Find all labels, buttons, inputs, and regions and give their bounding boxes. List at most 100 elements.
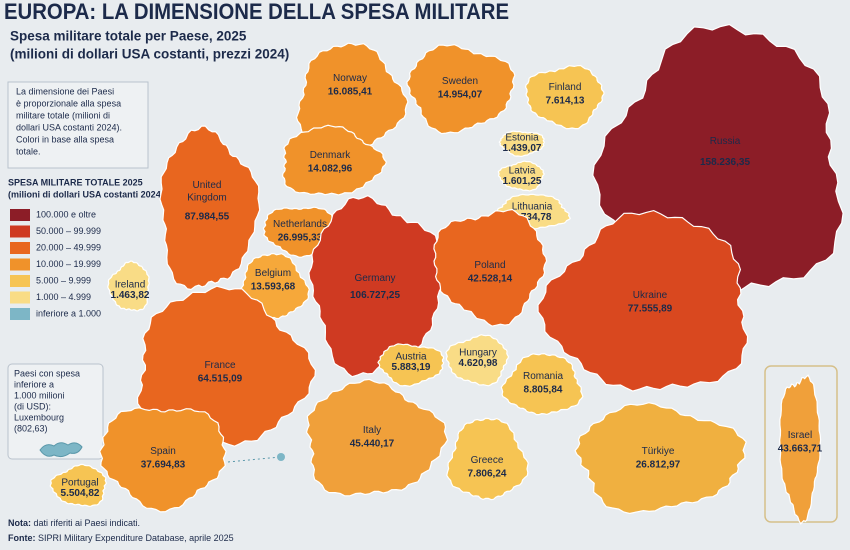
country-value: 42.528,14 bbox=[468, 273, 513, 284]
country-value: 1.439,07 bbox=[503, 143, 542, 154]
country-name: Denmark bbox=[310, 150, 352, 161]
country-value: 14.082,96 bbox=[308, 163, 353, 174]
country-shape bbox=[433, 208, 548, 327]
small-box-line: inferiore a bbox=[14, 379, 54, 389]
country-value: 45.440,17 bbox=[350, 438, 395, 449]
country: Denmark 14.082,96 bbox=[281, 124, 387, 196]
country-shape bbox=[537, 209, 749, 392]
country-name: Estonia bbox=[505, 132, 539, 143]
country: France 64.515,09 bbox=[136, 285, 317, 447]
country-shape bbox=[406, 43, 516, 135]
country-value: 13.593,68 bbox=[251, 281, 296, 292]
info-line: totale. bbox=[16, 146, 41, 156]
country-value: 1.463,82 bbox=[111, 290, 150, 301]
country-shape bbox=[574, 402, 747, 515]
legend-label: 5.000 – 9.999 bbox=[36, 275, 91, 285]
info-line: militare totale (milioni di bbox=[16, 110, 110, 120]
country-value: 1.601,25 bbox=[503, 176, 542, 187]
country-name: Spain bbox=[150, 446, 176, 457]
country-value: 7.806,24 bbox=[468, 468, 507, 479]
country: United Kingdom 87.984,55 bbox=[159, 125, 261, 291]
legend-swatch bbox=[10, 308, 30, 320]
country: Italy 45.440,17 bbox=[305, 378, 449, 497]
info-line: è proporzionale alla spesa bbox=[16, 98, 121, 108]
small-box-line: Luxembourg bbox=[14, 412, 64, 422]
small-countries-box bbox=[7, 363, 104, 460]
country-name: Greece bbox=[471, 455, 504, 466]
country: Israel 43.663,71 bbox=[778, 374, 823, 525]
country-name: Austria bbox=[395, 351, 427, 362]
luxembourg-connector bbox=[227, 456, 281, 463]
country: Norway 16.085,41 bbox=[295, 42, 409, 151]
legend-title: (milioni di dollari USA costanti 2024) bbox=[8, 189, 164, 199]
country-shape bbox=[497, 160, 545, 192]
country-value: 43.663,71 bbox=[778, 443, 823, 454]
country: Spain 37.694,83 bbox=[99, 407, 227, 513]
country: Finland 7.614,13 bbox=[524, 64, 605, 130]
small-box-line: Paesi con spesa bbox=[14, 368, 80, 378]
country-shape bbox=[49, 463, 107, 507]
country-shape bbox=[524, 64, 605, 130]
legend-title: SPESA MILITARE TOTALE 2025 bbox=[8, 177, 143, 187]
country-value: 14.954,07 bbox=[438, 89, 483, 100]
legend-label: 1.000 – 4.999 bbox=[36, 292, 91, 302]
country-value: 7.614,13 bbox=[546, 95, 585, 106]
country-value: 87.984,55 bbox=[185, 212, 230, 223]
legend-swatch bbox=[10, 225, 30, 238]
country-name: Hungary bbox=[459, 347, 497, 358]
country-name: Russia bbox=[710, 136, 741, 147]
country-name: Portugal bbox=[61, 477, 98, 488]
country: Poland 42.528,14 bbox=[433, 208, 548, 327]
info-line: Colori in base alla spesa bbox=[16, 134, 114, 144]
country-name: Poland bbox=[474, 260, 505, 271]
country: Sweden 14.954,07 bbox=[406, 43, 516, 135]
country-shape bbox=[281, 124, 387, 196]
source-text: SIPRI Military Expenditure Database, apr… bbox=[38, 533, 234, 543]
country-name: Netherlands bbox=[273, 219, 327, 230]
country-value: 16.085,41 bbox=[328, 86, 373, 97]
country-value: 8.805,84 bbox=[524, 384, 563, 395]
country-name: Türkiye bbox=[642, 446, 675, 457]
country-shape bbox=[779, 374, 822, 525]
country-name: Norway bbox=[333, 73, 367, 84]
country-value: 4.620,98 bbox=[459, 358, 498, 369]
subtitle: (milioni di dollari USA costanti, prezzi… bbox=[10, 47, 289, 62]
small-box-line: 1.000 milioni bbox=[14, 390, 65, 400]
country-value: 37.694,83 bbox=[141, 459, 186, 470]
country-value: 26.812,97 bbox=[636, 459, 681, 470]
legend: SPESA MILITARE TOTALE 2025 (milioni di do… bbox=[8, 177, 164, 320]
country-shape bbox=[498, 130, 545, 158]
country-name: United Kingdom bbox=[187, 180, 226, 204]
country-shape bbox=[500, 352, 584, 416]
info-text: La dimensione dei Paesi è proporzionale a… bbox=[16, 86, 122, 156]
countries: Norway 16.085,41 Sweden 14.954,07 Finland 7.6… bbox=[49, 23, 844, 525]
country-name: France bbox=[204, 360, 236, 371]
country-value: 106.727,25 bbox=[350, 290, 400, 301]
country-value: 77.555,89 bbox=[628, 303, 673, 314]
small-box-line: (di USD): bbox=[14, 401, 51, 411]
country-value: 5.504,82 bbox=[61, 488, 100, 499]
country-name: Belgium bbox=[255, 268, 291, 279]
legend-label: 20.000 – 49.999 bbox=[36, 242, 101, 252]
country-shape bbox=[136, 285, 317, 447]
country-shape bbox=[107, 260, 150, 312]
legend-swatch bbox=[10, 242, 30, 254]
country: Türkiye 26.812,97 bbox=[574, 402, 747, 515]
country-shape bbox=[305, 378, 449, 497]
country-shape bbox=[99, 407, 227, 513]
legend-label: 100.000 e oltre bbox=[36, 209, 96, 219]
country-name: Ukraine bbox=[633, 290, 668, 301]
small-box-line: (802,63) bbox=[14, 423, 48, 433]
country-name: Latvia bbox=[509, 165, 536, 176]
subtitle: Spesa militare totale per Paese, 2025 bbox=[10, 29, 247, 44]
country-name: Italy bbox=[363, 425, 381, 436]
country-name: Ireland bbox=[115, 279, 146, 290]
title: EUROPA: LA DIMENSIONE DELLA SPESA MILITA… bbox=[4, 0, 509, 24]
country-name: Germany bbox=[354, 273, 395, 284]
